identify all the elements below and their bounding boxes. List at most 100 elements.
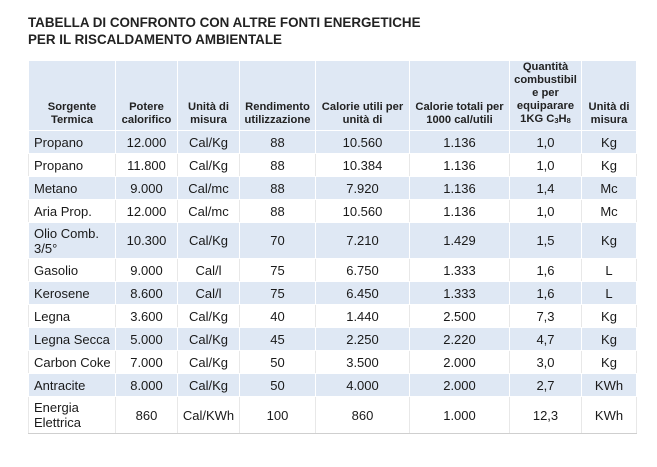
cell-unita-2: Mc <box>581 199 637 223</box>
cell-potere: 9.000 <box>115 176 178 200</box>
cell-unita-2: KWh <box>581 396 637 434</box>
cell-unita: Cal/Kg <box>177 222 240 259</box>
cell-rendimento: 88 <box>239 176 316 200</box>
cell-calorie-utili: 10.560 <box>315 199 410 223</box>
cell-calorie-totali: 1.136 <box>409 176 510 200</box>
cell-quantita: 3,0 <box>509 350 582 374</box>
cell-potere: 860 <box>115 396 178 434</box>
cell-quantita: 1,5 <box>509 222 582 259</box>
col-header-quantita: Quantità combustibil e per equiparare 1K… <box>509 60 582 131</box>
col-header-calorie-totali: Calorie totali per 1000 cal/utili <box>409 60 510 131</box>
cell-sorgente: Metano <box>28 176 116 200</box>
cell-rendimento: 40 <box>239 304 316 328</box>
cell-calorie-utili: 1.440 <box>315 304 410 328</box>
cell-potere: 12.000 <box>115 130 178 154</box>
cell-unita: Cal/l <box>177 258 240 282</box>
cell-unita: Cal/KWh <box>177 396 240 434</box>
cell-potere: 9.000 <box>115 258 178 282</box>
quantita-header-h: H <box>558 113 567 125</box>
cell-quantita: 1,0 <box>509 130 582 154</box>
cell-potere: 8.000 <box>115 373 178 397</box>
cell-sorgente: Carbon Coke <box>28 350 116 374</box>
title-line-2: PER IL RISCALDAMENTO AMBIENTALE <box>28 32 282 47</box>
cell-unita-2: Kg <box>581 350 637 374</box>
cell-unita-2: Kg <box>581 153 637 177</box>
cell-calorie-utili: 10.384 <box>315 153 410 177</box>
cell-sorgente: Propano <box>28 153 116 177</box>
cell-quantita: 1,4 <box>509 176 582 200</box>
cell-sorgente: Legna Secca <box>28 327 116 351</box>
col-header-calorie-utili: Calorie utili per unità di <box>315 60 410 131</box>
cell-sorgente: Propano <box>28 130 116 154</box>
cell-calorie-totali: 2.000 <box>409 350 510 374</box>
cell-calorie-utili: 3.500 <box>315 350 410 374</box>
cell-calorie-totali: 2.220 <box>409 327 510 351</box>
col-header-sorgente: Sorgente Termica <box>28 60 116 131</box>
cell-sorgente: Aria Prop. <box>28 199 116 223</box>
table-row: Carbon Coke 7.000 Cal/Kg 50 3.500 2.000 … <box>28 350 637 374</box>
cell-sorgente: Energia Elettrica <box>28 396 116 434</box>
header-row: Sorgente Termica Potere calorifico Unità… <box>28 60 637 131</box>
cell-calorie-utili: 2.250 <box>315 327 410 351</box>
cell-quantita: 1,6 <box>509 258 582 282</box>
cell-unita: Cal/Kg <box>177 304 240 328</box>
cell-unita-2: Kg <box>581 304 637 328</box>
table-row: Propano 12.000 Cal/Kg 88 10.560 1.136 1,… <box>28 130 637 154</box>
cell-rendimento: 70 <box>239 222 316 259</box>
cell-rendimento: 50 <box>239 350 316 374</box>
cell-sorgente: Legna <box>28 304 116 328</box>
cell-calorie-totali: 1.000 <box>409 396 510 434</box>
cell-unita-2: Kg <box>581 222 637 259</box>
cell-unita: Cal/l <box>177 281 240 305</box>
quantita-header-text: Quantità combustibil e per equiparare 1K… <box>514 61 577 125</box>
cell-rendimento: 88 <box>239 153 316 177</box>
cell-calorie-utili: 10.560 <box>315 130 410 154</box>
cell-unita: Cal/Kg <box>177 373 240 397</box>
table-row: Legna Secca 5.000 Cal/Kg 45 2.250 2.220 … <box>28 327 637 351</box>
cell-unita-2: Kg <box>581 130 637 154</box>
table-row: Kerosene 8.600 Cal/l 75 6.450 1.333 1,6 … <box>28 281 637 305</box>
cell-unita-2: Kg <box>581 327 637 351</box>
cell-calorie-utili: 860 <box>315 396 410 434</box>
cell-quantita: 4,7 <box>509 327 582 351</box>
cell-calorie-totali: 1.136 <box>409 153 510 177</box>
cell-quantita: 12,3 <box>509 396 582 434</box>
cell-quantita: 1,0 <box>509 199 582 223</box>
cell-calorie-totali: 1.429 <box>409 222 510 259</box>
cell-rendimento: 50 <box>239 373 316 397</box>
cell-rendimento: 88 <box>239 199 316 223</box>
cell-quantita: 7,3 <box>509 304 582 328</box>
cell-unita: Cal/Kg <box>177 130 240 154</box>
quantita-header-sub-3: 3 <box>554 116 559 125</box>
cell-unita-2: L <box>581 258 637 282</box>
cell-sorgente: Gasolio <box>28 258 116 282</box>
cell-unita-2: Mc <box>581 176 637 200</box>
col-header-unita: Unità di misura <box>177 60 240 131</box>
cell-calorie-utili: 4.000 <box>315 373 410 397</box>
table-row: Aria Prop. 12.000 Cal/mc 88 10.560 1.136… <box>28 199 637 223</box>
table-row: Gasolio 9.000 Cal/l 75 6.750 1.333 1,6 L <box>28 258 637 282</box>
cell-rendimento: 88 <box>239 130 316 154</box>
cell-rendimento: 75 <box>239 281 316 305</box>
title-line-1: TABELLA DI CONFRONTO CON ALTRE FONTI ENE… <box>28 15 421 30</box>
cell-quantita: 1,6 <box>509 281 582 305</box>
cell-sorgente: Kerosene <box>28 281 116 305</box>
quantita-header-sub-8: 8 <box>566 116 571 125</box>
cell-potere: 10.300 <box>115 222 178 259</box>
cell-calorie-totali: 1.136 <box>409 199 510 223</box>
table-row: Antracite 8.000 Cal/Kg 50 4.000 2.000 2,… <box>28 373 637 397</box>
cell-sorgente: Olio Comb. 3/5° <box>28 222 116 259</box>
comparison-table: Sorgente Termica Potere calorifico Unità… <box>28 60 637 434</box>
cell-potere: 7.000 <box>115 350 178 374</box>
cell-potere: 8.600 <box>115 281 178 305</box>
cell-rendimento: 45 <box>239 327 316 351</box>
cell-calorie-utili: 6.750 <box>315 258 410 282</box>
table-title: TABELLA DI CONFRONTO CON ALTRE FONTI ENE… <box>28 14 628 48</box>
table-row: Propano 11.800 Cal/Kg 88 10.384 1.136 1,… <box>28 153 637 177</box>
col-header-potere: Potere calorifico <box>115 60 178 131</box>
cell-rendimento: 75 <box>239 258 316 282</box>
cell-calorie-utili: 7.210 <box>315 222 410 259</box>
cell-unita: Cal/Kg <box>177 153 240 177</box>
col-header-rendimento: Rendimento utilizzazione <box>239 60 316 131</box>
cell-potere: 3.600 <box>115 304 178 328</box>
